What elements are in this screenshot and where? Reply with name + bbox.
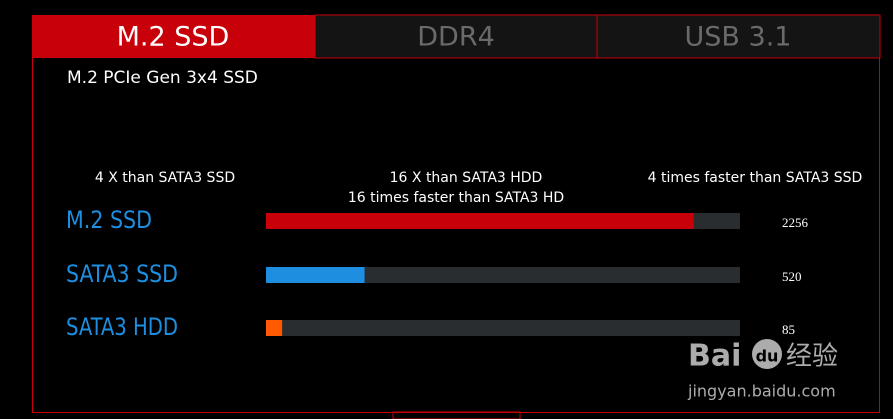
decoration bbox=[392, 411, 521, 419]
tab-label[interactable]: DDR4 bbox=[417, 22, 495, 53]
tab[interactable] bbox=[314, 14, 598, 59]
annotation: 4 times faster than SATA3 SSD bbox=[648, 170, 863, 186]
watermark-text: Bai bbox=[688, 339, 741, 374]
annotation: 4 X than SATA3 SSD bbox=[95, 170, 235, 186]
value-label: 85 bbox=[782, 322, 795, 337]
category-label: M.2 SSD bbox=[66, 206, 152, 234]
watermark-text: 经验 bbox=[786, 342, 838, 372]
tab-label[interactable]: USB 3.1 bbox=[685, 22, 792, 53]
bar bbox=[266, 267, 365, 283]
watermark-url: jingyan.baidu.com bbox=[687, 382, 836, 401]
value-label: 520 bbox=[782, 269, 802, 284]
bar-track bbox=[266, 267, 740, 283]
category-label: SATA3 SSD bbox=[66, 260, 178, 288]
watermark-logo bbox=[752, 339, 782, 369]
watermark: Bai du 经验 jingyan.baidu.com bbox=[687, 339, 838, 401]
category-label: SATA3 HDD bbox=[66, 313, 178, 341]
subtitle: M.2 PCIe Gen 3x4 SSD bbox=[67, 68, 258, 88]
watermark-text: du bbox=[756, 347, 779, 366]
annotation: 16 X than SATA3 HDD bbox=[390, 170, 543, 186]
tab[interactable] bbox=[596, 14, 881, 59]
annotation: 16 times faster than SATA3 HD bbox=[348, 190, 564, 206]
tab-label[interactable]: M.2 SSD bbox=[117, 22, 230, 53]
value-label: 2256 bbox=[782, 215, 809, 230]
bar bbox=[266, 213, 694, 229]
bar-track bbox=[266, 320, 740, 336]
bar bbox=[266, 320, 283, 336]
tab-active[interactable] bbox=[32, 15, 315, 58]
